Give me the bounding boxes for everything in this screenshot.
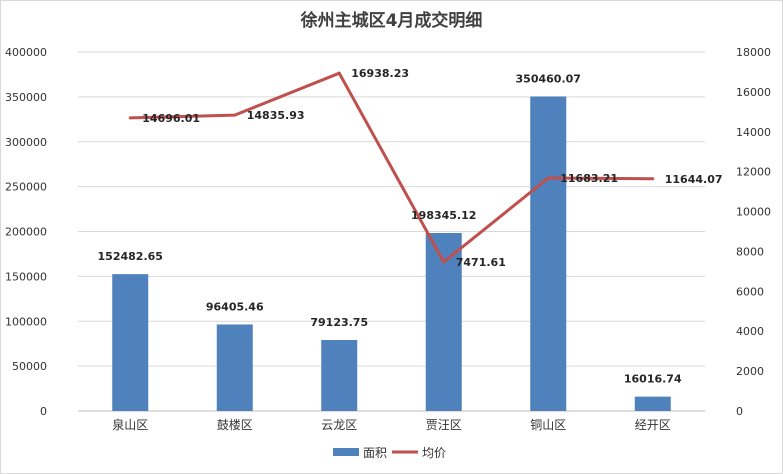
gridlines — [78, 51, 705, 412]
chart-title: 徐州主城区4月成交明细 — [300, 10, 483, 31]
bar-data-label: 79123.75 — [310, 316, 368, 329]
bar-data-label: 16016.74 — [624, 373, 682, 386]
line-data-label: 11683.21 — [560, 172, 618, 185]
bar-data-label: 198345.12 — [411, 209, 476, 222]
left-tick-label: 250000 — [5, 181, 47, 194]
category-label: 泉山区 — [112, 418, 148, 432]
bar — [634, 396, 671, 411]
right-tick-label: 8000 — [736, 245, 764, 258]
left-tick-label: 100000 — [5, 315, 47, 328]
bar-data-label: 96405.46 — [206, 300, 264, 313]
line-point — [128, 116, 132, 120]
bar-data-labels: 152482.65 96405.46 79123.75 198345.12 350460… — [98, 72, 682, 385]
left-tick-label: 150000 — [5, 270, 47, 283]
line-point — [651, 177, 655, 181]
legend: 面积 均价 — [333, 446, 446, 460]
category-axis: 泉山区 鼓楼区 云龙区 贾汪区 铜山区 经开区 — [112, 417, 671, 432]
left-tick-label: 200000 — [5, 226, 47, 239]
category-label: 云龙区 — [321, 418, 357, 432]
right-tick-label: 6000 — [736, 285, 764, 298]
right-axis: 0 2000 4000 6000 8000 10000 12000 14000 16000 180… — [736, 46, 771, 418]
right-tick-label: 0 — [736, 405, 743, 418]
line-point — [233, 113, 237, 117]
line-data-label: 14835.93 — [247, 109, 305, 122]
bar-data-label: 152482.65 — [98, 250, 163, 263]
left-tick-label: 50000 — [12, 360, 47, 373]
right-tick-label: 12000 — [736, 166, 771, 179]
bar-series — [112, 96, 671, 411]
right-tick-label: 18000 — [736, 46, 771, 59]
legend-label-bar: 面积 — [363, 446, 387, 460]
left-axis: 0 50000 100000 150000 200000 250000 300000 3500… — [5, 46, 47, 418]
left-tick-label: 400000 — [5, 46, 47, 59]
right-tick-label: 2000 — [736, 365, 764, 378]
line-point — [337, 71, 341, 75]
right-tick-label: 10000 — [736, 206, 771, 219]
right-tick-label: 4000 — [736, 325, 764, 338]
line-series — [128, 71, 655, 264]
category-label: 鼓楼区 — [217, 417, 253, 432]
line-point — [442, 260, 446, 264]
right-tick-label: 16000 — [736, 86, 771, 99]
average-price-line — [130, 71, 653, 264]
line-data-label: 7471.61 — [456, 256, 506, 269]
bar — [112, 274, 149, 411]
left-tick-label: 0 — [40, 405, 47, 418]
category-label: 铜山区 — [530, 417, 566, 432]
legend-label-line: 均价 — [422, 446, 446, 460]
left-tick-label: 300000 — [5, 136, 47, 149]
right-tick-label: 14000 — [736, 126, 771, 139]
bar-data-label: 350460.07 — [516, 72, 581, 85]
legend-swatch-bar — [333, 448, 359, 456]
left-tick-label: 350000 — [5, 91, 47, 104]
line-point — [546, 176, 550, 180]
line-data-label: 14696.01 — [142, 112, 200, 125]
category-label: 经开区 — [635, 418, 671, 432]
bar — [530, 96, 567, 411]
line-data-label: 11644.07 — [665, 173, 723, 186]
line-data-label: 16938.23 — [351, 67, 409, 80]
line-data-labels: 14696.01 14835.93 16938.23 7471.61 11683.21 1… — [142, 67, 722, 269]
bar — [216, 324, 253, 411]
category-label: 贾汪区 — [426, 418, 462, 432]
bar — [321, 339, 358, 411]
